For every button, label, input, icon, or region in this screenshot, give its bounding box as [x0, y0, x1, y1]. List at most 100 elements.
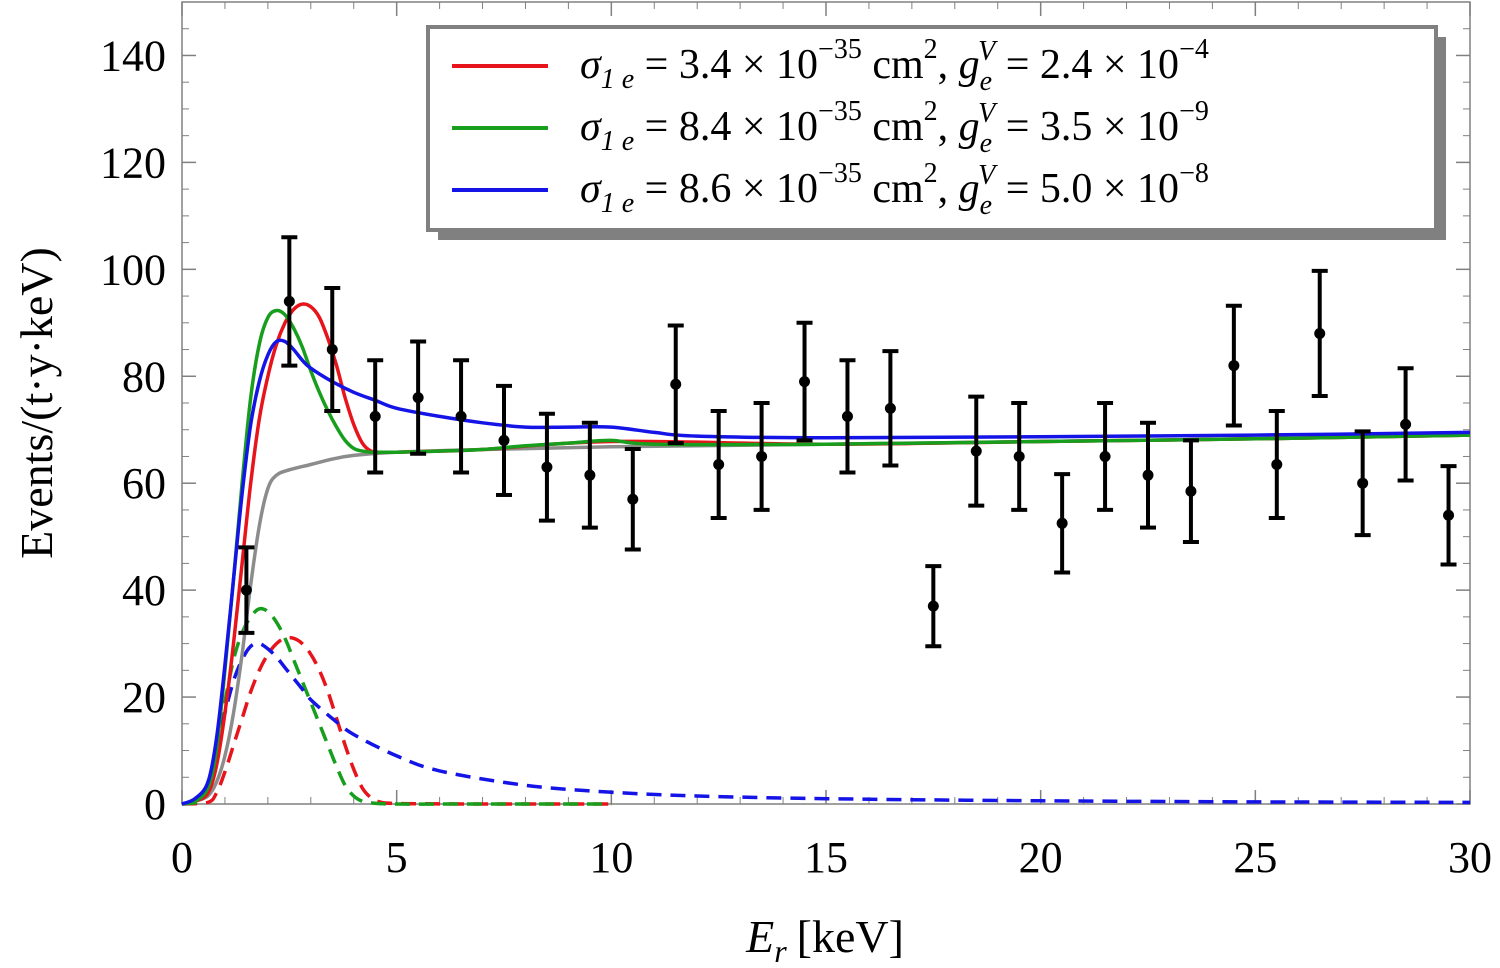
- data-marker: [756, 450, 768, 462]
- legend-g: g: [959, 104, 980, 150]
- legend-g: g: [959, 42, 980, 88]
- legend-g-mid: = 2.4 × 10: [995, 42, 1179, 88]
- data-point: [710, 409, 727, 520]
- data-marker: [584, 469, 596, 481]
- data-point: [753, 401, 770, 512]
- data-marker: [1013, 450, 1025, 462]
- data-marker: [1185, 485, 1197, 497]
- legend-entry: σ1 e = 8.6 × 10−35 cm2, geV = 5.0 × 10−8: [452, 158, 1209, 221]
- legend-g-exp: −8: [1179, 158, 1209, 189]
- legend-sigma-exp: −35: [818, 96, 862, 127]
- data-marker: [713, 458, 725, 470]
- x-axis-title: Er [keV]: [745, 911, 904, 968]
- data-marker: [1142, 469, 1154, 481]
- legend-g: g: [959, 166, 980, 212]
- legend-sigma-mid: = 8.6 × 10: [634, 166, 818, 212]
- data-point: [1311, 268, 1328, 399]
- x-tick-label: 10: [589, 833, 633, 882]
- data-marker: [1099, 450, 1111, 462]
- data-marker: [670, 378, 682, 390]
- legend-sigma-sub: 1 e: [601, 64, 634, 95]
- data-point: [1225, 303, 1242, 428]
- data-point: [1011, 401, 1028, 512]
- data-point: [538, 411, 555, 523]
- data-marker: [283, 295, 295, 307]
- data-marker: [1056, 517, 1068, 529]
- data-point: [453, 358, 470, 475]
- legend-unit: cm: [862, 104, 924, 150]
- legend-label: σ1 e = 8.6 × 10−35 cm2, geV = 5.0 × 10−8: [580, 158, 1209, 221]
- legend-g-sub: e: [980, 66, 992, 97]
- data-marker: [1228, 360, 1240, 372]
- data-marker: [627, 493, 639, 505]
- y-tick-label: 120: [100, 138, 166, 187]
- data-marker: [1271, 458, 1283, 470]
- data-marker: [927, 600, 939, 612]
- y-tick-label: 100: [100, 245, 166, 294]
- data-point: [581, 420, 598, 530]
- legend-box: [426, 25, 1438, 232]
- y-tick-label: 0: [144, 780, 166, 829]
- y-axis-title: Events/(t·y·keV): [11, 247, 62, 559]
- legend-unit: cm: [862, 166, 924, 212]
- data-point: [367, 358, 384, 475]
- data-point: [238, 545, 255, 635]
- legend-label: σ1 e = 8.4 × 10−35 cm2, geV = 3.5 × 10−9: [580, 96, 1209, 159]
- legend-g-mid: = 5.0 × 10: [995, 166, 1179, 212]
- data-point: [667, 323, 684, 446]
- data-marker: [412, 392, 424, 404]
- data-point: [839, 358, 856, 475]
- x-tick-label: 30: [1448, 833, 1492, 882]
- legend-sigma-mid: = 8.4 × 10: [634, 104, 818, 150]
- legend-sigma-prefix: σ: [580, 166, 603, 212]
- y-tick-label: 40: [122, 566, 166, 615]
- data-point: [1182, 438, 1199, 545]
- legend-sep: ,: [938, 104, 959, 150]
- legend-sigma-exp: −35: [818, 158, 862, 189]
- data-marker: [1400, 418, 1412, 430]
- legend-unit: cm: [862, 42, 924, 88]
- data-point: [1054, 472, 1071, 575]
- legend-g-sub: e: [980, 190, 992, 221]
- data-marker: [369, 410, 381, 422]
- data-marker: [1314, 327, 1326, 339]
- data-point: [1140, 420, 1156, 530]
- data-point: [1097, 401, 1114, 512]
- data-point: [1268, 409, 1285, 520]
- data-marker: [1357, 477, 1369, 489]
- data-point: [624, 446, 641, 552]
- data-marker: [841, 410, 853, 422]
- x-tick-label: 15: [804, 833, 848, 882]
- legend-g-exp: −9: [1179, 96, 1209, 127]
- legend-unit-exp: 2: [924, 34, 938, 65]
- legend: σ1 e = 3.4 × 10−35 cm2, geV = 2.4 × 10−4…: [426, 25, 1446, 240]
- legend-sigma-sub: 1 e: [601, 188, 634, 219]
- legend-sigma-prefix: σ: [580, 42, 603, 88]
- legend-entry: σ1 e = 8.4 × 10−35 cm2, geV = 3.5 × 10−9: [452, 96, 1209, 159]
- data-point: [1440, 464, 1457, 567]
- data-point: [796, 320, 813, 443]
- legend-g-sup: V: [978, 160, 998, 191]
- data-marker: [799, 376, 811, 388]
- y-tick-label: 20: [122, 673, 166, 722]
- legend-sigma-prefix: σ: [580, 104, 603, 150]
- legend-g-sup: V: [978, 98, 998, 129]
- x-tick-label: 20: [1019, 833, 1063, 882]
- legend-sigma-mid: = 3.4 × 10: [634, 42, 818, 88]
- legend-sigma-sub: 1 e: [601, 126, 634, 157]
- data-marker: [498, 434, 510, 446]
- legend-g-exp: −4: [1179, 34, 1209, 65]
- data-point: [410, 339, 427, 456]
- series-signal-red-only: [181, 635, 612, 806]
- legend-unit-exp: 2: [924, 158, 938, 189]
- x-tick-label: 0: [171, 833, 193, 882]
- legend-g-sub: e: [980, 128, 992, 159]
- data-marker: [455, 410, 467, 422]
- data-point: [968, 394, 985, 508]
- series-signal-blue-only: [181, 641, 1471, 806]
- data-point: [1354, 429, 1371, 538]
- x-tick-label: 25: [1233, 833, 1277, 882]
- y-tick-label: 80: [122, 352, 166, 401]
- legend-unit-exp: 2: [924, 96, 938, 127]
